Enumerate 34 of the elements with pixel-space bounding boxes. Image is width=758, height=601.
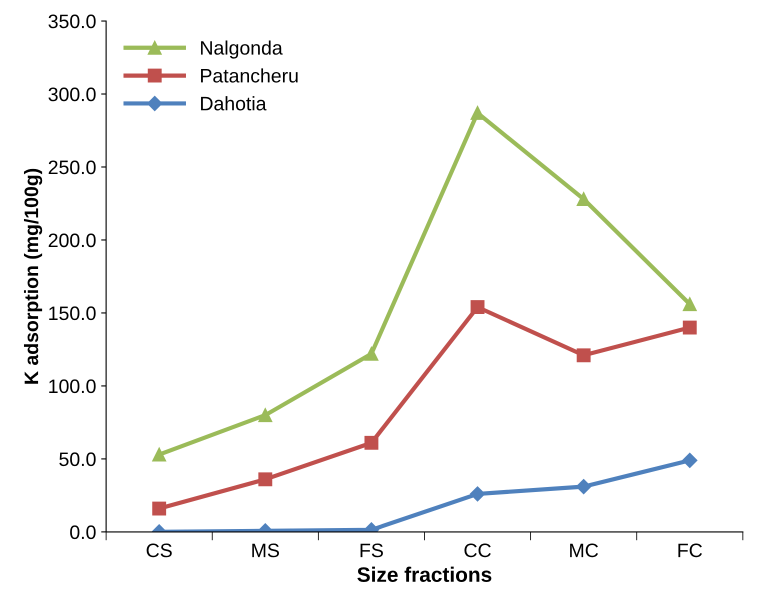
point <box>364 346 378 361</box>
point <box>364 436 378 450</box>
y-tick-label: 50.0 <box>59 452 96 466</box>
y-tick-label: 0.0 <box>70 525 96 540</box>
x-tick-label: MS <box>252 544 279 558</box>
point <box>682 452 698 468</box>
x-tick-label: CC <box>464 544 491 558</box>
y-axis-title: K adsorption (mg/100g) <box>24 168 42 384</box>
point <box>258 472 272 486</box>
x-axis-title: Size fractions <box>357 566 492 582</box>
y-tick-label: 300.0 <box>48 87 96 102</box>
point <box>470 106 484 120</box>
point <box>258 408 272 422</box>
point <box>152 448 166 462</box>
x-tick-label: CS <box>146 544 172 558</box>
point <box>470 300 484 314</box>
y-tick-label: 350.0 <box>48 14 96 28</box>
point <box>682 320 697 334</box>
x-tick-label: FS <box>360 544 383 558</box>
legend-label: Dahotia <box>201 96 266 110</box>
y-tick-label: 200.0 <box>48 233 96 248</box>
legend-label: Nalgonda <box>201 40 283 59</box>
point <box>470 486 486 502</box>
point <box>576 348 591 362</box>
point <box>152 502 166 516</box>
point <box>576 479 592 494</box>
y-tick-label: 100.0 <box>49 379 96 394</box>
point <box>576 192 591 206</box>
legend-label: Patancheru <box>201 68 298 83</box>
y-tick-label: 250.0 <box>48 160 96 174</box>
x-tick-label: MC <box>570 544 598 558</box>
y-tick-label: 150.0 <box>49 306 96 320</box>
x-tick-label: FC <box>678 544 702 558</box>
point <box>682 297 697 312</box>
